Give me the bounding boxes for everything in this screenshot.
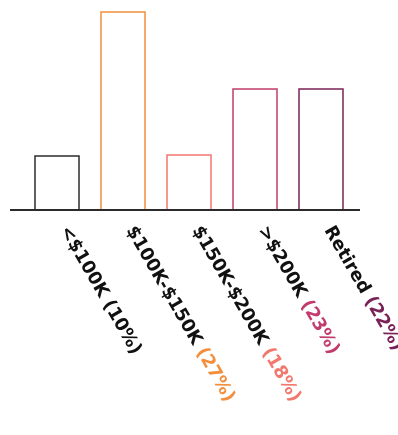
- x-tick-category: Retired: [320, 222, 379, 303]
- tick-labels-group: <$100K (10%)$100K-$150K (27%)$150K-$200K…: [56, 222, 398, 406]
- x-tick-percent: (10%): [98, 296, 146, 358]
- bar-3: [232, 88, 278, 211]
- x-tick-percent: (27%): [192, 343, 240, 405]
- x-tick-category: >$200K: [254, 222, 315, 306]
- x-tick-percent: (23%): [296, 296, 344, 358]
- bar-0: [34, 155, 80, 211]
- bar-1: [100, 11, 146, 211]
- bar-4: [298, 88, 344, 211]
- bar-2: [166, 154, 212, 211]
- bars-group: [34, 11, 344, 211]
- x-tick-percent: (18%): [258, 343, 306, 405]
- x-tick-percent: (22%): [360, 292, 398, 354]
- x-tick-category: <$100K: [56, 222, 117, 306]
